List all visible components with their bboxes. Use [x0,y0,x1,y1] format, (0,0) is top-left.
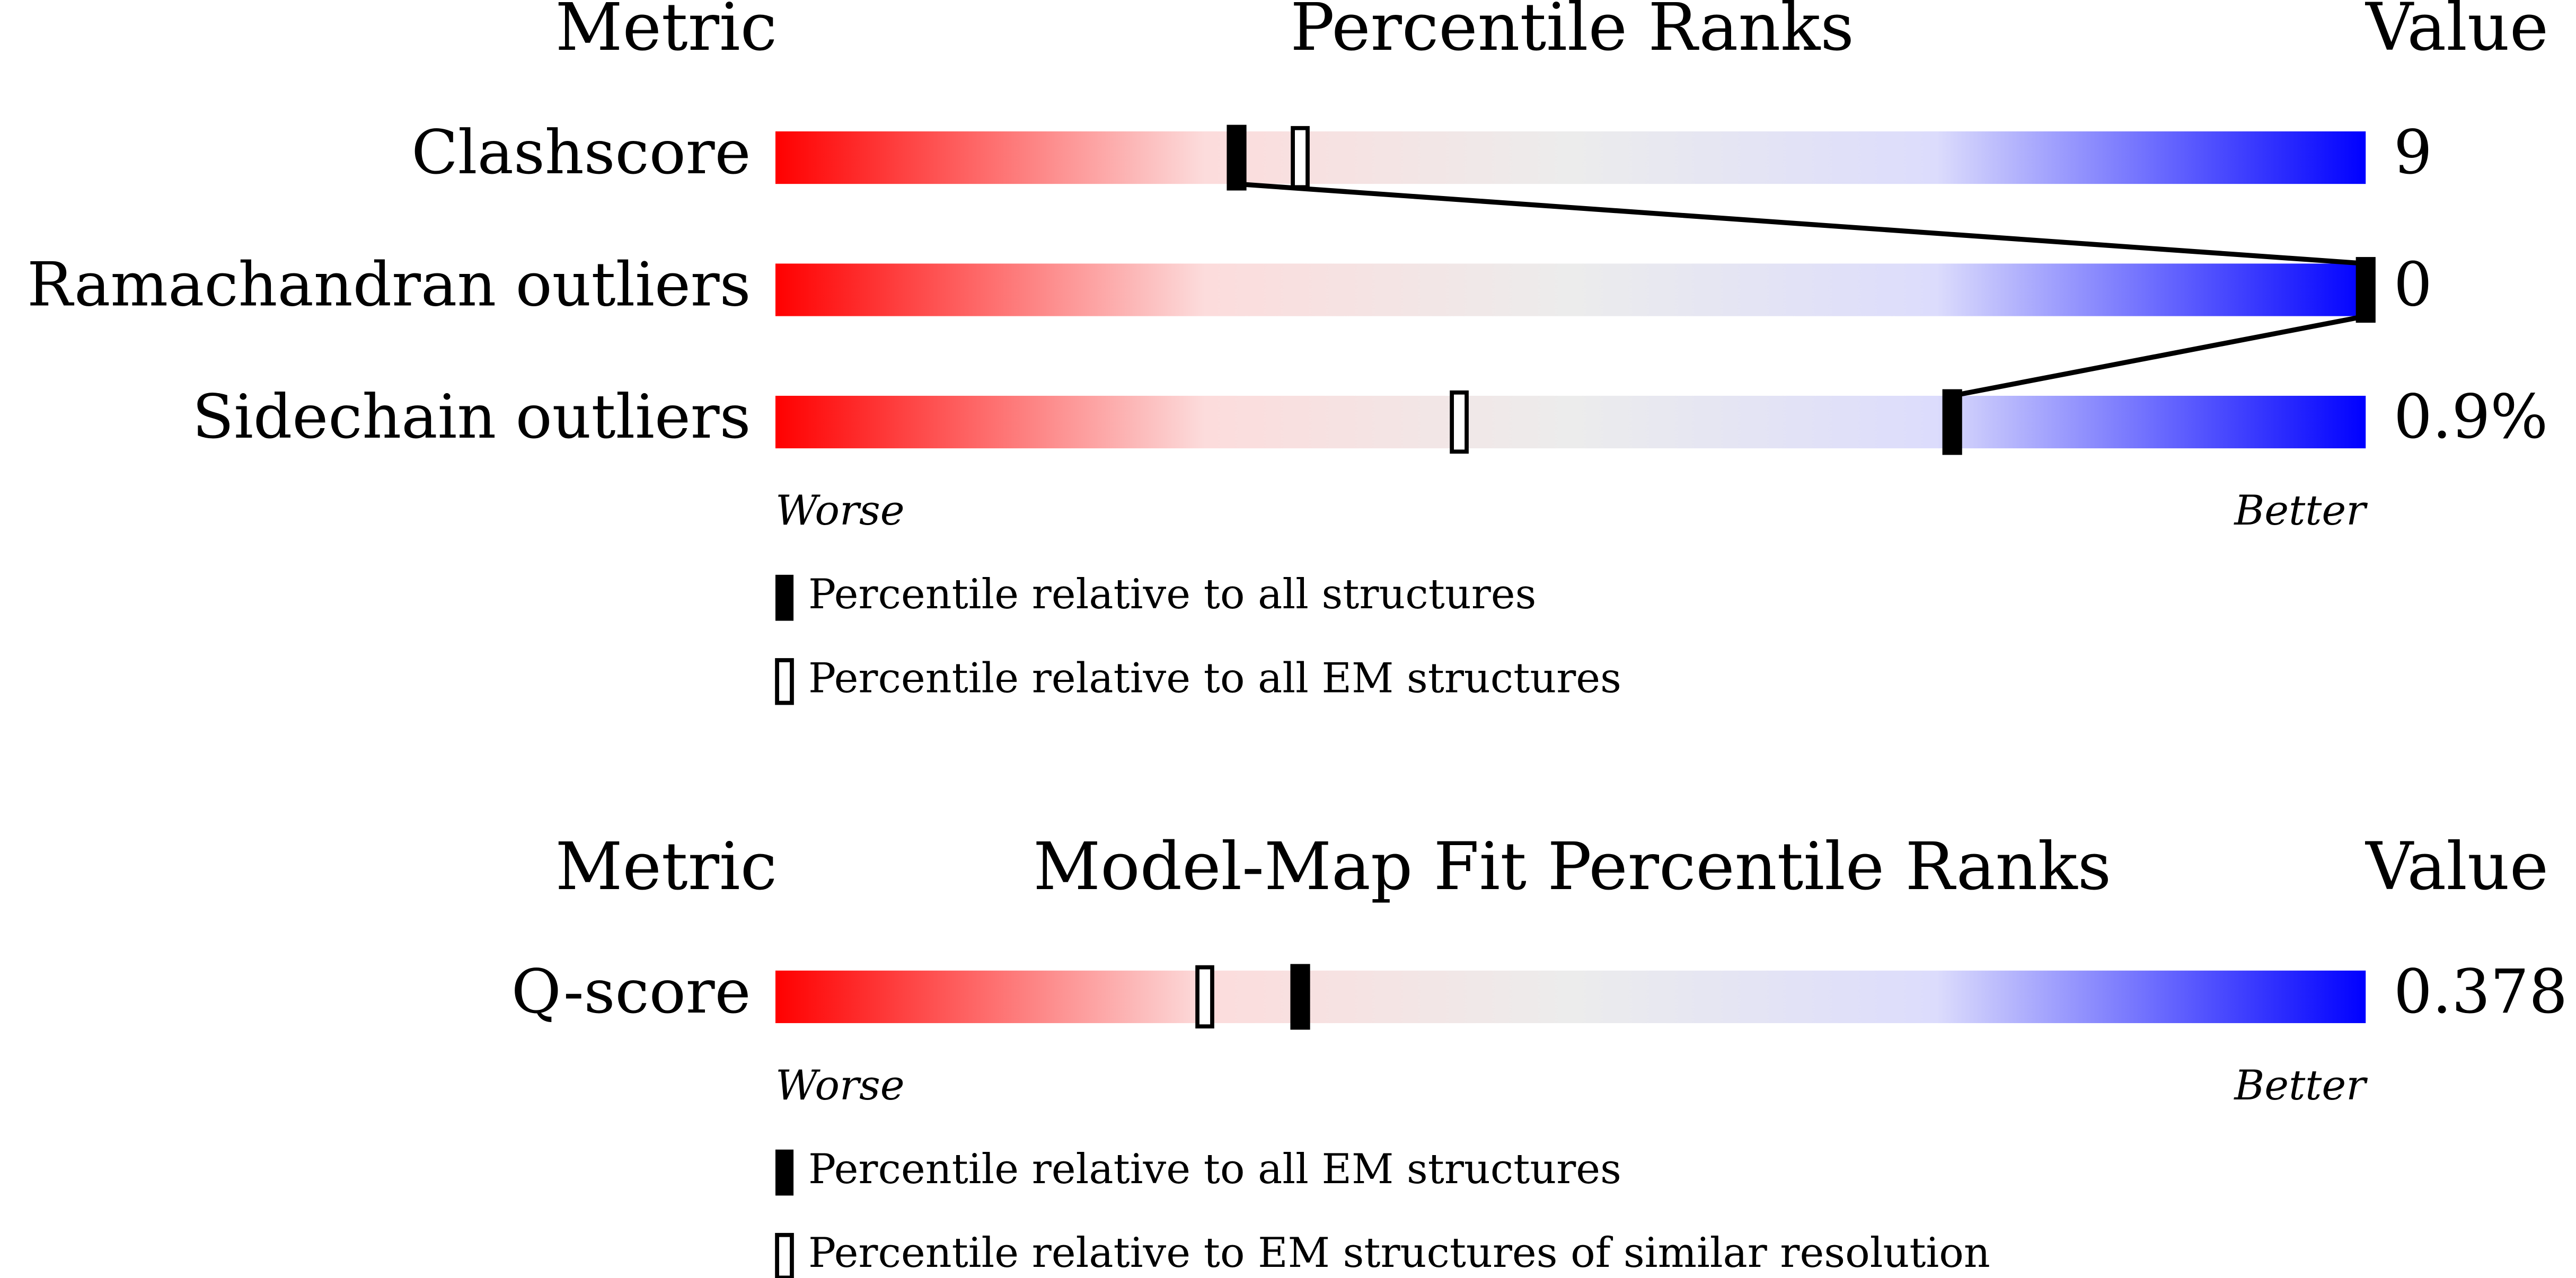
marker-open [1450,390,1469,454]
legend-swatch [775,1232,794,1278]
connector-line [1236,181,2366,267]
slider-bar [775,395,2366,449]
metric-label: Sidechain outliers [192,382,751,452]
legend-swatch [775,658,794,705]
marker-filled [1290,964,1310,1030]
marker-open [1291,126,1310,190]
marker-filled [2356,257,2376,323]
worse-label: Worse [775,487,905,535]
header-value: Value [2365,0,2548,66]
legend-swatch [775,1149,794,1196]
marker-filled [1942,389,1962,455]
header-title: Percentile Ranks [1290,0,1854,66]
metric-label: Clashscore [411,118,751,188]
slider-bar [775,263,2366,316]
marker-filled [1227,125,1247,191]
connector-line [1952,314,2367,398]
legend-label: Percentile relative to EM structures of … [808,1229,1990,1277]
worse-label: Worse [775,1062,905,1110]
header-metric: Metric [555,829,777,905]
slider-bar [775,131,2366,184]
legend-label: Percentile relative to all EM structures [808,654,1621,702]
header-title: Model-Map Fit Percentile Ranks [1033,829,2111,905]
metric-label: Q-score [511,957,751,1027]
metric-value: 0.378 [2394,957,2568,1027]
legend-label: Percentile relative to all structures [808,571,1536,618]
legend-swatch [775,574,794,621]
metric-label: Ramachandran outliers [27,250,751,321]
metric-value: 0 [2394,250,2432,321]
marker-open [1195,965,1214,1029]
better-label: Better [2233,487,2368,535]
slider-bar [775,970,2366,1023]
legend-label: Percentile relative to all EM structures [808,1146,1621,1193]
metric-value: 0.9% [2394,382,2548,452]
metric-value: 9 [2394,118,2432,188]
better-label: Better [2233,1062,2368,1110]
header-value: Value [2365,829,2548,905]
header-metric: Metric [555,0,777,66]
